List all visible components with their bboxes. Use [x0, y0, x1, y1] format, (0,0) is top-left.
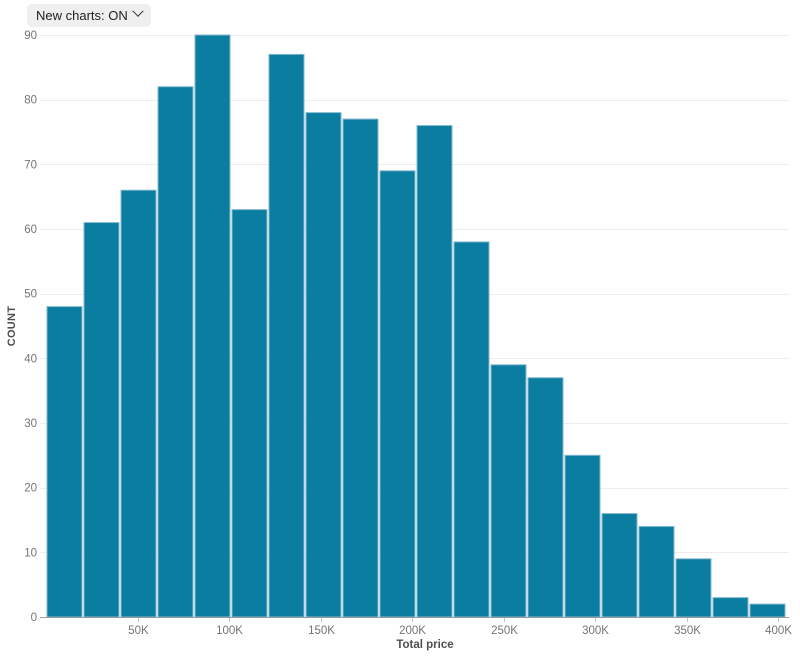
- y-tick-label: 70: [24, 159, 37, 171]
- x-tick-label: 250K: [491, 625, 518, 637]
- new-charts-label: New charts: ON: [36, 8, 128, 23]
- x-tick-label: 350K: [674, 625, 701, 637]
- histogram-bar[interactable]: [83, 222, 120, 618]
- histogram-bar[interactable]: [305, 112, 342, 618]
- histogram-bar[interactable]: [342, 118, 379, 618]
- histogram-bar[interactable]: [564, 454, 601, 618]
- y-tick-label: 50: [24, 289, 37, 301]
- x-tick-label: 300K: [582, 625, 609, 637]
- new-charts-dropdown[interactable]: New charts: ON: [27, 4, 151, 27]
- chevron-down-icon: [132, 5, 144, 17]
- histogram-bar[interactable]: [601, 513, 638, 618]
- histogram-bar[interactable]: [416, 125, 453, 618]
- x-tick-label: 50K: [128, 625, 149, 637]
- x-tick-label: 400K: [765, 625, 792, 637]
- histogram-bar[interactable]: [268, 53, 305, 618]
- y-tick-label: 90: [24, 30, 37, 42]
- histogram-bar[interactable]: [675, 558, 712, 618]
- y-tick-label: 10: [24, 547, 37, 559]
- y-tick-label: 0: [31, 612, 37, 624]
- y-tick-label: 40: [24, 353, 37, 365]
- x-tick-label: 100K: [216, 625, 243, 637]
- y-tick-label: 20: [24, 483, 37, 495]
- x-tick-label: 150K: [308, 625, 335, 637]
- y-tick-label: 60: [24, 224, 37, 236]
- y-tick-label: 80: [24, 95, 37, 107]
- x-axis-title: Total price: [396, 639, 453, 651]
- y-axis-title: COUNT: [6, 306, 18, 347]
- histogram-bar[interactable]: [120, 189, 157, 618]
- histogram-bar[interactable]: [712, 597, 749, 618]
- histogram-bar[interactable]: [638, 525, 675, 618]
- histogram-bar[interactable]: [157, 86, 194, 618]
- histogram-bar[interactable]: [749, 603, 786, 618]
- histogram-bar[interactable]: [231, 209, 268, 618]
- histogram-bar[interactable]: [453, 241, 490, 618]
- histogram-bar[interactable]: [379, 170, 416, 618]
- histogram-bar[interactable]: [527, 377, 564, 618]
- histogram-bar[interactable]: [46, 306, 83, 618]
- x-tick-label: 200K: [399, 625, 426, 637]
- y-tick-label: 30: [24, 418, 37, 430]
- histogram-bar[interactable]: [194, 34, 231, 618]
- histogram-bar[interactable]: [490, 364, 527, 618]
